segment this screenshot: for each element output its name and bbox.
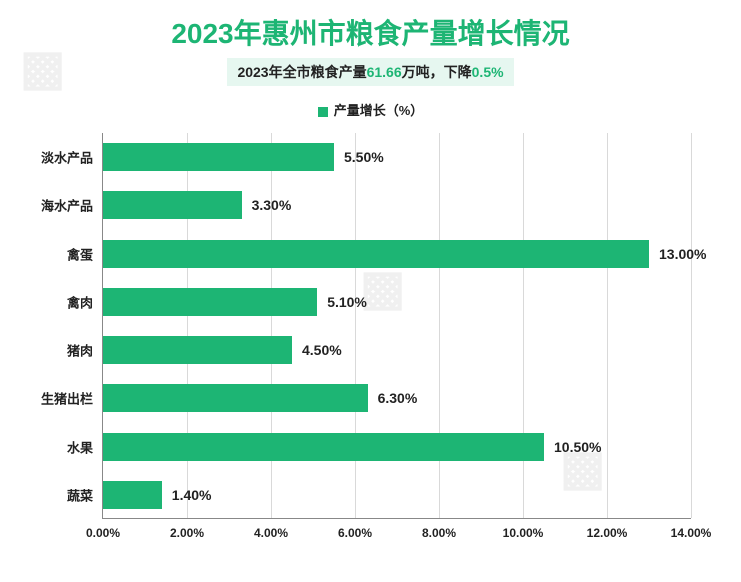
x-tick-label: 6.00% — [338, 526, 372, 540]
chart-title: 2023年惠州市粮食产量增长情况 — [0, 0, 741, 52]
y-tick-label: 猪肉 — [67, 341, 93, 360]
subtitle-value: 61.66 — [367, 64, 402, 80]
y-tick-label: 淡水产品 — [41, 148, 93, 167]
legend-swatch — [318, 107, 328, 117]
bar-value-label: 10.50% — [554, 439, 601, 455]
bar-value-label: 13.00% — [659, 246, 706, 262]
bar-row: 水果10.50% — [103, 433, 691, 461]
gridline — [691, 133, 692, 518]
x-tick-label: 4.00% — [254, 526, 288, 540]
y-tick-label: 蔬菜 — [67, 485, 93, 504]
bar-value-label: 3.30% — [252, 197, 292, 213]
bar — [103, 384, 368, 412]
bar-row: 猪肉4.50% — [103, 336, 691, 364]
chart-subtitle: 2023年全市粮食产量61.66万吨，下降0.5% — [227, 58, 513, 86]
bar-row: 淡水产品5.50% — [103, 143, 691, 171]
x-tick-label: 14.00% — [671, 526, 712, 540]
bar-value-label: 6.30% — [378, 390, 418, 406]
y-tick-label: 禽蛋 — [67, 244, 93, 263]
bar-row: 蔬菜1.40% — [103, 481, 691, 509]
bar-value-label: 4.50% — [302, 342, 342, 358]
bar-row: 禽蛋13.00% — [103, 240, 691, 268]
subtitle-middle: 万吨，下降 — [402, 64, 472, 80]
bar — [103, 336, 292, 364]
bar-row: 生猪出栏6.30% — [103, 384, 691, 412]
bar — [103, 433, 544, 461]
bar — [103, 143, 334, 171]
bar-chart: 0.00% 2.00% 4.00% 6.00% 8.00% 10.00% 12.00% 14.… — [30, 133, 711, 553]
y-tick-label: 禽肉 — [67, 292, 93, 311]
y-tick-label: 水果 — [67, 437, 93, 456]
y-tick-label: 生猪出栏 — [41, 389, 93, 408]
y-tick-label: 海水产品 — [41, 196, 93, 215]
bar-value-label: 1.40% — [172, 487, 212, 503]
bar — [103, 481, 162, 509]
x-tick-label: 12.00% — [587, 526, 628, 540]
x-tick-label: 10.00% — [503, 526, 544, 540]
bar-row: 禽肉5.10% — [103, 288, 691, 316]
legend-label: 产量增长（%） — [334, 103, 424, 118]
subtitle-percent: 0.5% — [472, 64, 504, 80]
bar — [103, 240, 649, 268]
x-tick-label: 2.00% — [170, 526, 204, 540]
x-tick-label: 0.00% — [86, 526, 120, 540]
bar-value-label: 5.50% — [344, 149, 384, 165]
legend: 产量增长（%） — [0, 100, 741, 119]
bar — [103, 191, 242, 219]
bar-value-label: 5.10% — [327, 294, 367, 310]
bar — [103, 288, 317, 316]
plot-area: 0.00%2.00%4.00%6.00%8.00%10.00%12.00%14.… — [102, 133, 691, 519]
x-tick-label: 8.00% — [422, 526, 456, 540]
subtitle-prefix: 2023年全市粮食产量 — [237, 64, 366, 80]
bar-row: 海水产品3.30% — [103, 191, 691, 219]
